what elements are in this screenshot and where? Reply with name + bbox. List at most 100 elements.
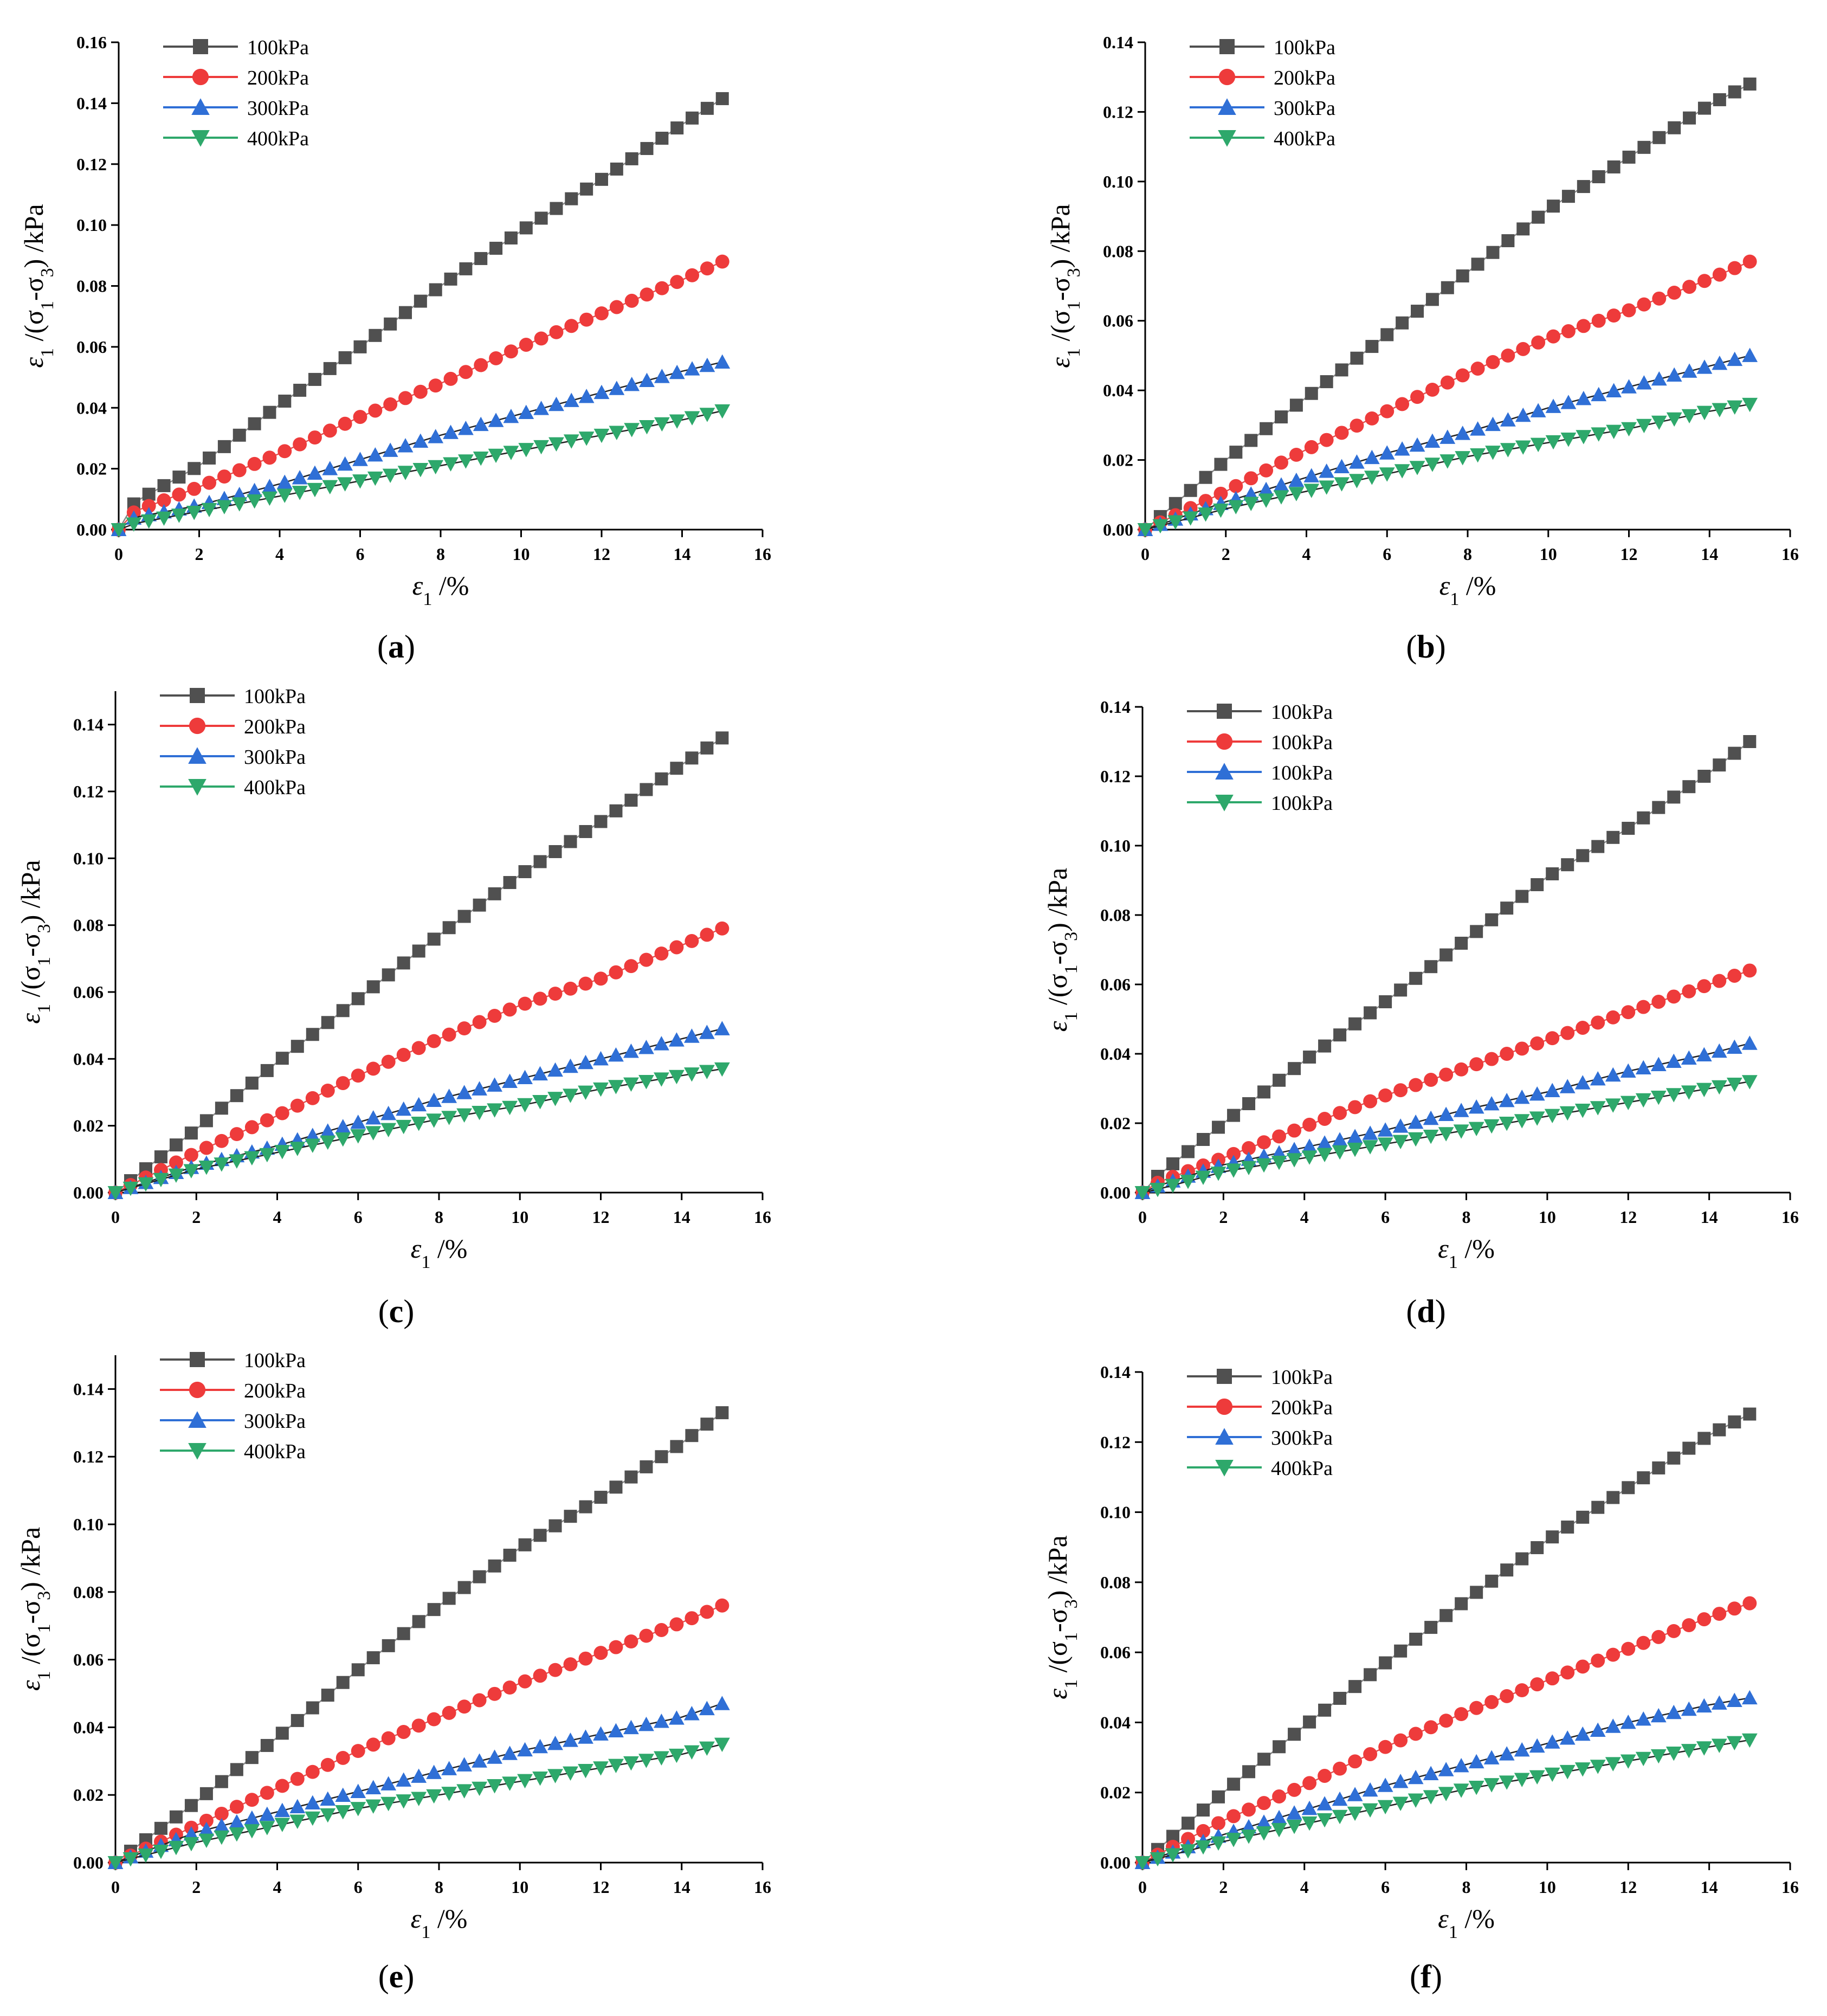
y-tick-label: 0.14 <box>1100 1362 1131 1382</box>
data-point <box>487 1008 502 1023</box>
data-point <box>1514 1742 1530 1757</box>
data-point <box>1606 308 1621 323</box>
data-point <box>547 1769 563 1783</box>
legend-marker <box>1217 704 1232 719</box>
legend-label: 300kPa <box>244 746 306 769</box>
x-tick-label: 10 <box>511 1207 528 1227</box>
data-point <box>1350 351 1364 365</box>
data-point <box>1529 1086 1545 1101</box>
y-tick-label: 0.06 <box>1100 975 1131 994</box>
data-point <box>1396 316 1409 330</box>
data-point <box>1182 1145 1195 1158</box>
data-point <box>532 1772 548 1786</box>
data-point <box>1197 1804 1210 1817</box>
data-point <box>715 921 729 936</box>
data-point <box>1741 1075 1758 1090</box>
data-point <box>1650 1708 1667 1723</box>
data-point <box>1681 1085 1697 1100</box>
data-point <box>337 477 353 492</box>
data-point <box>1500 901 1514 915</box>
data-point <box>1301 1138 1318 1153</box>
data-point <box>1590 1101 1606 1116</box>
data-point <box>623 1044 639 1058</box>
data-point <box>1622 822 1635 835</box>
data-point <box>1242 1141 1256 1155</box>
data-point <box>184 1148 198 1162</box>
data-point <box>699 1025 715 1039</box>
data-point <box>609 381 625 395</box>
data-point <box>215 1102 228 1115</box>
data-point <box>1529 1111 1545 1126</box>
data-point <box>517 1742 533 1757</box>
legend-label: 400kPa <box>244 1440 306 1463</box>
data-point <box>1621 1641 1636 1656</box>
data-point <box>276 474 293 489</box>
data-point <box>1318 1039 1332 1053</box>
data-point <box>1210 1167 1226 1181</box>
data-point <box>1560 395 1577 409</box>
x-tick-label: 16 <box>1781 1877 1799 1897</box>
legend: 100kPa 200kPa 300kPa 400kPa <box>160 1349 306 1463</box>
x-tick-label: 2 <box>192 1207 201 1227</box>
data-point <box>1665 1053 1682 1068</box>
data-point <box>1574 1104 1591 1118</box>
x-axis-label: ε1​ /% <box>411 1233 468 1272</box>
data-point <box>427 1034 441 1048</box>
data-point <box>274 1145 290 1160</box>
data-point <box>1591 387 1607 402</box>
data-point <box>595 172 608 186</box>
data-point <box>1332 1145 1348 1160</box>
data-point <box>1165 1178 1181 1193</box>
data-point <box>322 423 337 438</box>
data-point <box>638 1716 654 1731</box>
data-point <box>1591 427 1607 442</box>
y-tick-label: 0.04 <box>1103 381 1133 400</box>
data-point <box>1544 1734 1560 1749</box>
data-point <box>1301 1150 1318 1165</box>
data-point <box>1377 1800 1393 1814</box>
legend-label: 100kPa <box>244 685 306 708</box>
data-point <box>1362 1125 1378 1140</box>
data-point <box>1439 454 1456 469</box>
legend-label: 100kPa <box>1271 1366 1333 1389</box>
data-point <box>503 344 518 359</box>
x-tick-label: 12 <box>1619 1207 1637 1227</box>
data-point <box>533 1669 547 1683</box>
data-point <box>624 423 640 437</box>
data-point <box>1271 1809 1287 1825</box>
data-point <box>384 317 397 331</box>
data-point <box>640 141 654 155</box>
data-point <box>669 1710 685 1725</box>
data-point <box>201 503 217 518</box>
x-tick-label: 2 <box>192 1877 201 1897</box>
data-point <box>260 1738 274 1752</box>
data-point <box>1621 379 1637 394</box>
data-point <box>654 1072 669 1087</box>
data-point <box>699 1701 715 1716</box>
data-point <box>685 268 700 282</box>
data-point <box>1362 1803 1378 1818</box>
data-point <box>1333 1691 1347 1705</box>
data-point <box>1409 971 1423 985</box>
data-point <box>1423 1766 1439 1780</box>
data-point <box>351 1744 365 1759</box>
data-point <box>1273 490 1289 505</box>
data-point <box>427 1603 441 1616</box>
legend-marker <box>190 1352 205 1367</box>
data-point <box>1485 446 1501 460</box>
data-point <box>1182 1817 1195 1830</box>
data-point <box>563 392 579 407</box>
data-point <box>1167 515 1184 530</box>
data-point <box>1574 1726 1591 1741</box>
data-point <box>428 378 443 393</box>
data-point <box>1742 1596 1757 1611</box>
data-point <box>365 1780 382 1794</box>
data-point <box>1316 1796 1333 1811</box>
data-point <box>169 1138 183 1152</box>
data-point <box>488 1559 501 1573</box>
data-point <box>1455 1597 1468 1611</box>
data-point <box>337 456 353 471</box>
data-point <box>1289 447 1303 462</box>
data-point <box>275 1052 289 1065</box>
data-point <box>1620 1754 1636 1769</box>
